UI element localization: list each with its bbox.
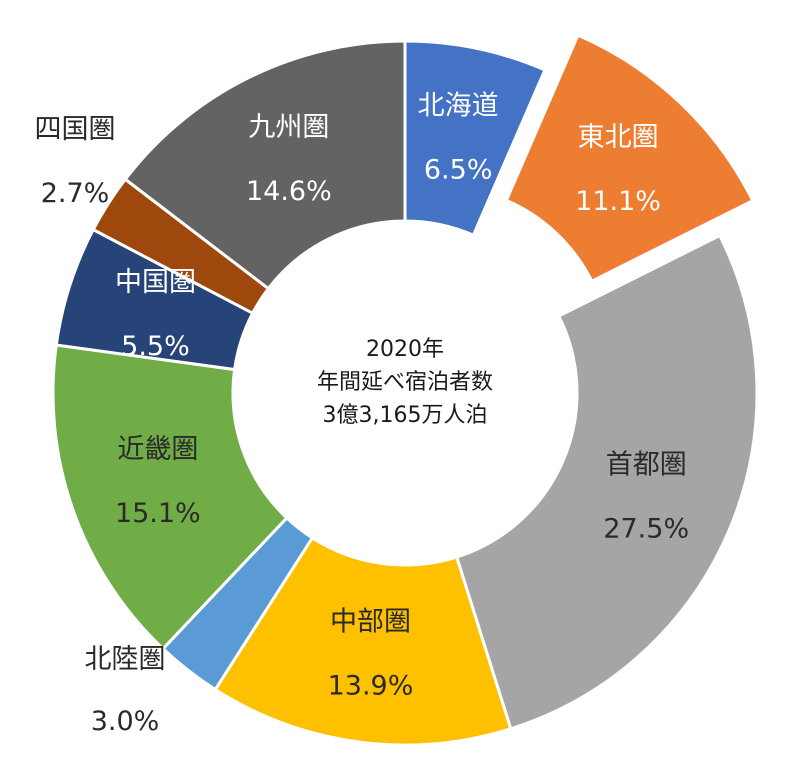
slice-3 [454, 233, 759, 731]
slice-value-2: 11.1% [575, 186, 661, 217]
slice-value-6: 15.1% [115, 498, 201, 529]
slice-2 [504, 33, 755, 284]
slice-value-3: 27.5% [603, 513, 689, 544]
slice-value-8: 2.7% [41, 178, 110, 209]
slice-label-6: 近畿圏 [117, 434, 198, 465]
slice-label-2: 東北圏 [578, 122, 659, 153]
slice-label-9: 九州圏 [248, 112, 329, 143]
slice-6 [51, 343, 289, 651]
slice-label-1: 北海道 [418, 90, 499, 121]
slice-value-7: 5.5% [121, 331, 190, 362]
center-text-line-1: 2020年 [366, 337, 444, 362]
slice-label-4: 中部圏 [330, 607, 411, 638]
center-text-line-2: 年間延べ宿泊者数 [317, 370, 493, 395]
slice-label-3: 首都圏 [606, 449, 687, 480]
slice-label-8: 四国圏 [35, 114, 116, 145]
slices-group [51, 33, 759, 747]
slice-value-1: 6.5% [424, 154, 493, 185]
slice-label-7: 中国圏 [115, 267, 196, 298]
slice-value-5: 3.0% [91, 706, 160, 737]
slice-value-9: 14.6% [246, 176, 332, 207]
labels-group: 北海道 6.5% 東北圏 11.1% 首都圏 27.5% 中部圏 13.9% 北陸圏 3.0% 近畿… [35, 90, 690, 737]
slice-4 [213, 535, 513, 747]
center-text: 2020年 年間延べ宿泊者数 3億3,165万人泊 [317, 337, 493, 428]
center-text-line-3: 3億3,165万人泊 [323, 403, 488, 428]
slice-value-4: 13.9% [328, 671, 414, 702]
slice-9 [123, 39, 407, 291]
slice-label-5: 北陸圏 [85, 644, 166, 675]
slice-1 [403, 39, 547, 238]
